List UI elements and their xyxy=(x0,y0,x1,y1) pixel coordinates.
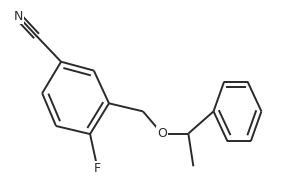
Text: N: N xyxy=(14,10,23,23)
Text: F: F xyxy=(94,162,101,175)
Text: O: O xyxy=(157,127,167,140)
